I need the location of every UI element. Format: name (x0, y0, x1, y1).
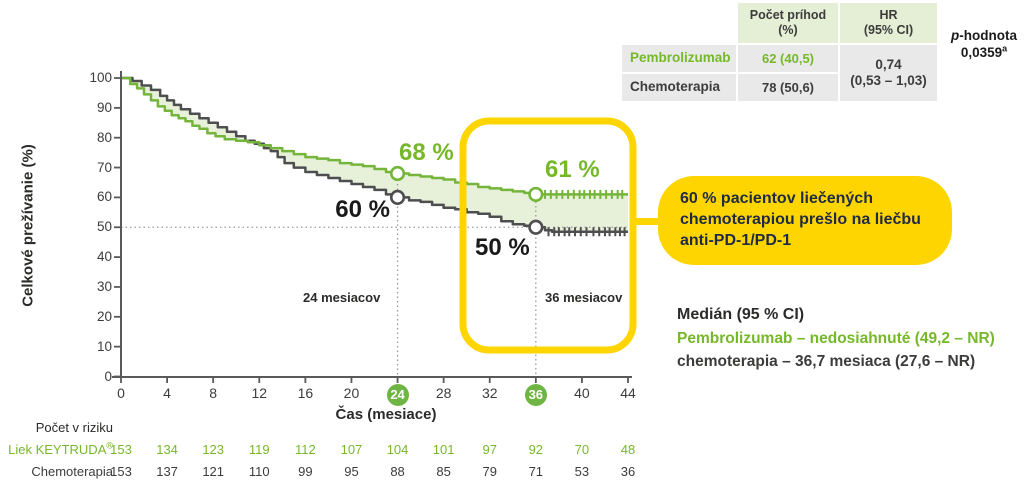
hr-header-line2: (95% CI) (863, 23, 914, 37)
at-risk-value: 153 (110, 464, 132, 479)
between-curve-band (121, 78, 628, 232)
events-header-line1: Počet príhod (749, 8, 827, 22)
at-risk-value: 104 (386, 442, 409, 457)
pembro-24mo-rate-label: 68 % (399, 139, 454, 166)
row-label-pembrolizumab: Pembrolizumab (622, 45, 736, 72)
x-tick-badge-36: 36 (524, 384, 547, 406)
x-axis-title: Čas (mesiace) (335, 406, 437, 423)
at-risk-value: 123 (202, 442, 225, 457)
y-tick-label-20: 20 (96, 308, 112, 324)
y-axis-title: Celkové prežívanie (%) (19, 144, 37, 307)
at-risk-value: 92 (528, 442, 544, 457)
median-title: Medián (95 % CI) (677, 306, 805, 323)
at-risk-title: Počet v riziku (35, 420, 113, 435)
pembro-36mo-rate-label: 61 % (545, 156, 600, 183)
36mo-highlight-box (459, 117, 637, 354)
at-risk-value: 107 (340, 442, 363, 457)
x-tick-label-40: 40 (574, 385, 590, 401)
pembro-24mo-marker (389, 165, 406, 182)
y-tick-label-80: 80 (96, 129, 112, 145)
x-tick-label-8: 8 (209, 385, 218, 401)
median-chemoterapia: chemoterapia – 36,7 mesiaca (27,6 – NR) (677, 353, 976, 370)
x-tick-badge-24: 24 (386, 384, 409, 406)
row-label-chemoterapia: Chemoterapia (622, 74, 736, 101)
chemo-24mo-marker (389, 189, 406, 205)
median-summary: Medián (95 % CI) Pembrolizumab – nedosia… (677, 306, 1022, 376)
p-italic: p (951, 28, 960, 43)
callout-line-1: 60 % pacientov liečených (680, 190, 873, 207)
hr-confidence-interval: (0,53 – 1,03) (850, 73, 927, 88)
y-tick-label-60: 60 (96, 189, 112, 205)
chemo-36mo-marker (528, 219, 544, 235)
pembro-36mo-marker (528, 186, 544, 203)
pembro-events-value: 62 (40,5) (738, 45, 838, 72)
x-tick-label-28: 28 (435, 385, 452, 401)
p-number: 0,0359 (960, 45, 1003, 60)
chemo-24mo-rate-label: 60 % (335, 196, 390, 223)
y-tick-label-40: 40 (96, 249, 112, 265)
hr-header-line1: HR (879, 8, 898, 22)
callout-line-3: anti-PD-1/PD-1 (680, 232, 792, 249)
at-risk-value: 110 (248, 464, 270, 479)
at-risk-value: 48 (620, 442, 636, 457)
hr-value-cell: 0,74 (0,53 – 1,03) (840, 45, 937, 101)
events-hr-table: Počet príhod (%) HR (95% CI) Pembrolizum… (622, 3, 937, 101)
hr-column-header: HR (95% CI) (840, 3, 937, 43)
at-risk-row-label-1: Chemoterapia (31, 464, 113, 479)
y-tick-label-30: 30 (96, 278, 112, 294)
crossover-callout-bubble: 60 % pacientov liečených chemoterapiou p… (658, 176, 952, 265)
x-tick-label-32: 32 (481, 385, 498, 401)
registered-mark: ® (106, 440, 113, 451)
at-risk-value: 53 (574, 464, 590, 479)
at-risk-value: 112 (294, 442, 316, 457)
at-risk-row-label-0: Liek KEYTRUDA® (8, 440, 113, 457)
at-risk-value: 36 (620, 464, 636, 479)
x-tick-label-20: 20 (343, 385, 360, 401)
at-risk-value: 137 (156, 464, 178, 479)
at-risk-value: 97 (482, 442, 497, 457)
y-tick-label-0: 0 (104, 368, 112, 384)
p-value-label: p-hodnota (944, 27, 1024, 44)
at-risk-value: 95 (344, 464, 359, 479)
y-tick-label-70: 70 (96, 159, 112, 175)
at-risk-value: 153 (110, 442, 132, 457)
x-tick-label-16: 16 (297, 385, 314, 401)
y-tick-label-100: 100 (89, 70, 112, 85)
p-footnote-mark: a (1002, 43, 1008, 54)
at-risk-value: 71 (528, 464, 544, 479)
p-value-number: 0,0359a (944, 44, 1024, 61)
at-risk-value: 134 (156, 442, 178, 457)
chemo-36mo-rate-label: 50 % (475, 234, 530, 261)
x-tick-label-0: 0 (117, 385, 125, 401)
events-column-header: Počet príhod (%) (738, 3, 838, 43)
x-tick-label-4: 4 (163, 385, 171, 401)
at-risk-value: 119 (248, 442, 270, 457)
timepoint-36-label: 36 mesiacov (545, 290, 623, 305)
median-pembrolizumab: Pembrolizumab – nedosiahnuté (49,2 – NR) (677, 330, 995, 347)
x-tick-label-44: 44 (620, 385, 636, 401)
chemo-events-value: 78 (50,6) (738, 74, 838, 101)
p-value-block: p-hodnota 0,0359a (944, 27, 1024, 61)
p-label-suffix: -hodnota (959, 28, 1017, 43)
at-risk-value: 70 (574, 442, 590, 457)
at-risk-value: 101 (432, 442, 455, 457)
y-tick-label-90: 90 (96, 99, 112, 115)
at-risk-value: 121 (202, 464, 225, 479)
events-header-line2: (%) (778, 23, 798, 37)
x-tick-label-12: 12 (251, 385, 268, 401)
y-tick-label-10: 10 (96, 338, 112, 354)
y-tick-label-50: 50 (96, 219, 112, 235)
at-risk-value: 85 (436, 464, 451, 479)
pembro-km-curve (121, 76, 628, 196)
table-corner-cell (622, 3, 736, 43)
chemo-km-curve (121, 76, 628, 233)
callout-line-2: chemoterapiou prešlo na liečbu (680, 211, 921, 228)
at-risk-value: 79 (482, 464, 497, 479)
timepoint-24-label: 24 mesiacov (303, 290, 381, 305)
at-risk-value: 88 (390, 464, 405, 479)
hr-point-estimate: 0,74 (875, 56, 902, 72)
at-risk-value: 99 (298, 464, 313, 479)
